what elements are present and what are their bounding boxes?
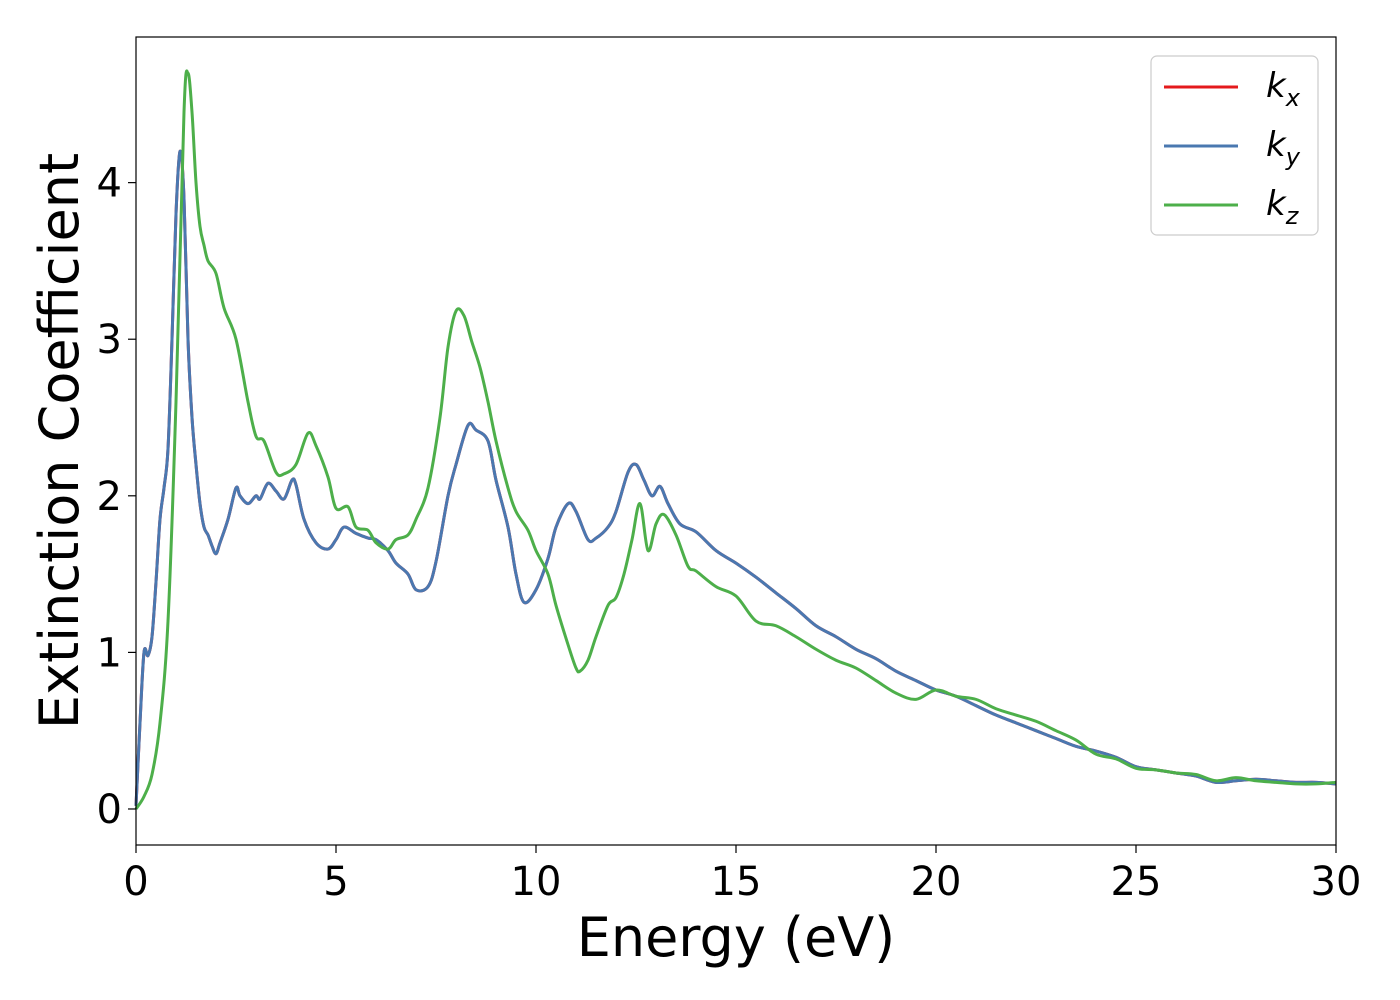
legend-label-kz: kz (1266, 184, 1300, 230)
y-axis-title: Extinction Coefficient (28, 153, 91, 729)
y-axis-ticks: 0 1 2 3 4 (97, 161, 136, 833)
series-lines (134, 69, 1337, 810)
x-tick-label: 5 (323, 859, 348, 905)
x-tick-label: 30 (1311, 859, 1362, 905)
y-tick-label: 4 (97, 161, 122, 207)
x-axis-title: Energy (eV) (577, 906, 896, 969)
series-line-kz (134, 69, 1337, 810)
y-tick-label: 1 (97, 630, 122, 676)
series-line-ky (134, 149, 1337, 806)
x-tick-label: 20 (911, 859, 962, 905)
x-tick-label: 10 (511, 859, 562, 905)
x-tick-label: 25 (1111, 859, 1162, 905)
series-line-kx (134, 149, 1337, 806)
x-tick-label: 15 (711, 859, 762, 905)
y-tick-label: 3 (97, 317, 122, 363)
y-tick-label: 0 (97, 787, 122, 833)
x-tick-label: 0 (123, 859, 148, 905)
y-tick-label: 2 (97, 474, 122, 520)
legend-label-ky: ky (1266, 125, 1301, 171)
legend-label-kx: kx (1266, 66, 1301, 112)
x-axis-ticks: 0 5 10 15 20 25 30 (123, 845, 1361, 905)
legend: kx ky kz (1150, 55, 1319, 236)
